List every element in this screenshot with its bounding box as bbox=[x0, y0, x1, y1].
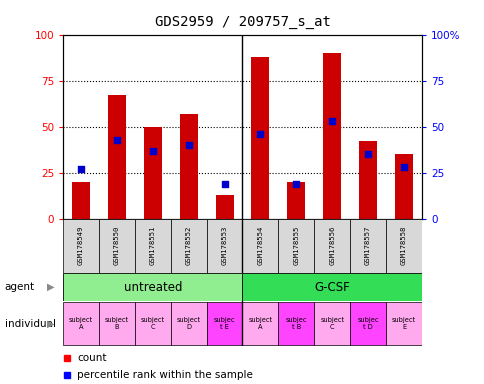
FancyBboxPatch shape bbox=[63, 302, 99, 345]
Text: subjec
t D: subjec t D bbox=[357, 317, 378, 330]
Text: GSM178558: GSM178558 bbox=[400, 226, 406, 265]
FancyBboxPatch shape bbox=[278, 219, 314, 273]
Bar bbox=[322, 53, 340, 219]
Point bbox=[149, 147, 156, 154]
FancyBboxPatch shape bbox=[206, 219, 242, 273]
Text: GSM178549: GSM178549 bbox=[78, 226, 84, 265]
Text: percentile rank within the sample: percentile rank within the sample bbox=[77, 370, 253, 380]
Text: count: count bbox=[77, 353, 106, 363]
Bar bbox=[394, 154, 412, 219]
Bar bbox=[143, 127, 161, 219]
FancyBboxPatch shape bbox=[349, 219, 385, 273]
Bar bbox=[179, 114, 197, 219]
Bar bbox=[287, 182, 304, 219]
Point bbox=[399, 164, 407, 170]
Text: agent: agent bbox=[5, 282, 35, 292]
FancyBboxPatch shape bbox=[170, 302, 206, 345]
Bar bbox=[251, 57, 269, 219]
FancyBboxPatch shape bbox=[278, 302, 314, 345]
Point bbox=[220, 181, 228, 187]
Text: GSM178556: GSM178556 bbox=[329, 226, 334, 265]
Text: GDS2959 / 209757_s_at: GDS2959 / 209757_s_at bbox=[154, 15, 330, 29]
FancyBboxPatch shape bbox=[242, 219, 278, 273]
Text: GSM178550: GSM178550 bbox=[114, 226, 120, 265]
FancyBboxPatch shape bbox=[99, 219, 135, 273]
Point bbox=[77, 166, 85, 172]
Point bbox=[113, 137, 121, 143]
Text: ▶: ▶ bbox=[47, 318, 55, 329]
Bar bbox=[107, 95, 125, 219]
FancyBboxPatch shape bbox=[242, 302, 278, 345]
FancyBboxPatch shape bbox=[314, 302, 349, 345]
Text: untreated: untreated bbox=[123, 281, 182, 293]
Text: subject
C: subject C bbox=[140, 317, 165, 330]
FancyBboxPatch shape bbox=[385, 219, 421, 273]
Text: GSM178552: GSM178552 bbox=[185, 226, 191, 265]
FancyBboxPatch shape bbox=[63, 219, 99, 273]
Point bbox=[363, 151, 371, 157]
Point bbox=[256, 131, 264, 137]
Text: subject
D: subject D bbox=[176, 317, 200, 330]
Text: ▶: ▶ bbox=[47, 282, 55, 292]
Text: GSM178551: GSM178551 bbox=[150, 226, 155, 265]
Bar bbox=[215, 195, 233, 219]
Bar bbox=[358, 141, 376, 219]
Text: subject
A: subject A bbox=[69, 317, 93, 330]
FancyBboxPatch shape bbox=[385, 302, 421, 345]
Text: subject
A: subject A bbox=[248, 317, 272, 330]
Text: G-CSF: G-CSF bbox=[314, 281, 349, 293]
FancyBboxPatch shape bbox=[206, 302, 242, 345]
Point bbox=[292, 181, 300, 187]
Bar bbox=[72, 182, 90, 219]
Text: subject
C: subject C bbox=[319, 317, 344, 330]
Text: subject
B: subject B bbox=[105, 317, 129, 330]
Point bbox=[328, 118, 335, 124]
FancyBboxPatch shape bbox=[135, 302, 170, 345]
Text: GSM178554: GSM178554 bbox=[257, 226, 263, 265]
Text: GSM178555: GSM178555 bbox=[293, 226, 299, 265]
Text: GSM178553: GSM178553 bbox=[221, 226, 227, 265]
FancyBboxPatch shape bbox=[170, 219, 206, 273]
Text: subject
E: subject E bbox=[391, 317, 415, 330]
FancyBboxPatch shape bbox=[135, 219, 170, 273]
FancyBboxPatch shape bbox=[242, 273, 421, 301]
Text: subjec
t B: subjec t B bbox=[285, 317, 306, 330]
FancyBboxPatch shape bbox=[314, 219, 349, 273]
FancyBboxPatch shape bbox=[349, 302, 385, 345]
Text: individual: individual bbox=[5, 318, 56, 329]
Text: GSM178557: GSM178557 bbox=[364, 226, 370, 265]
Point bbox=[184, 142, 192, 148]
FancyBboxPatch shape bbox=[99, 302, 135, 345]
FancyBboxPatch shape bbox=[63, 273, 242, 301]
Text: subjec
t E: subjec t E bbox=[213, 317, 235, 330]
